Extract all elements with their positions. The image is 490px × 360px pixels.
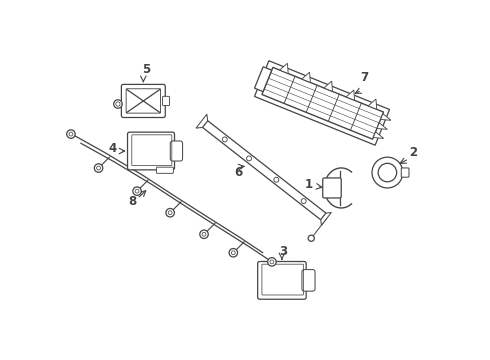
Polygon shape [321, 212, 331, 225]
FancyBboxPatch shape [258, 261, 306, 299]
Text: 4: 4 [108, 142, 116, 155]
Circle shape [222, 137, 227, 142]
Circle shape [114, 100, 122, 108]
Circle shape [133, 187, 141, 195]
Polygon shape [346, 90, 355, 100]
FancyBboxPatch shape [170, 141, 183, 161]
Circle shape [274, 177, 279, 182]
Circle shape [372, 157, 403, 188]
FancyBboxPatch shape [163, 96, 170, 105]
Circle shape [94, 164, 103, 172]
Circle shape [202, 232, 206, 236]
Circle shape [308, 235, 314, 241]
Text: 5: 5 [142, 63, 150, 76]
FancyBboxPatch shape [401, 168, 409, 177]
Circle shape [378, 163, 397, 182]
Circle shape [166, 208, 174, 217]
Circle shape [135, 189, 139, 193]
Text: 7: 7 [360, 71, 368, 84]
Polygon shape [254, 61, 390, 145]
Polygon shape [373, 132, 384, 138]
Polygon shape [280, 63, 288, 73]
Polygon shape [302, 72, 310, 82]
Circle shape [67, 130, 75, 138]
Circle shape [229, 248, 238, 257]
Text: 1: 1 [305, 178, 313, 192]
Circle shape [97, 166, 100, 170]
Polygon shape [196, 114, 208, 128]
Circle shape [270, 260, 274, 264]
Circle shape [168, 211, 172, 215]
FancyBboxPatch shape [127, 132, 174, 170]
Circle shape [116, 102, 120, 106]
Text: 8: 8 [128, 195, 136, 208]
Polygon shape [381, 114, 391, 120]
Polygon shape [377, 123, 388, 129]
Circle shape [301, 199, 306, 203]
Circle shape [69, 132, 73, 136]
Circle shape [200, 230, 208, 239]
Polygon shape [202, 121, 326, 220]
FancyBboxPatch shape [323, 178, 341, 198]
Text: 6: 6 [234, 166, 243, 179]
Polygon shape [368, 99, 377, 109]
Circle shape [246, 156, 251, 161]
FancyBboxPatch shape [156, 167, 173, 173]
Circle shape [231, 251, 235, 255]
Polygon shape [324, 81, 333, 91]
Polygon shape [254, 67, 272, 91]
Polygon shape [262, 67, 384, 139]
Text: 3: 3 [279, 245, 288, 258]
FancyBboxPatch shape [302, 270, 315, 291]
FancyBboxPatch shape [122, 84, 165, 117]
Text: 2: 2 [410, 145, 417, 159]
Circle shape [268, 258, 276, 266]
